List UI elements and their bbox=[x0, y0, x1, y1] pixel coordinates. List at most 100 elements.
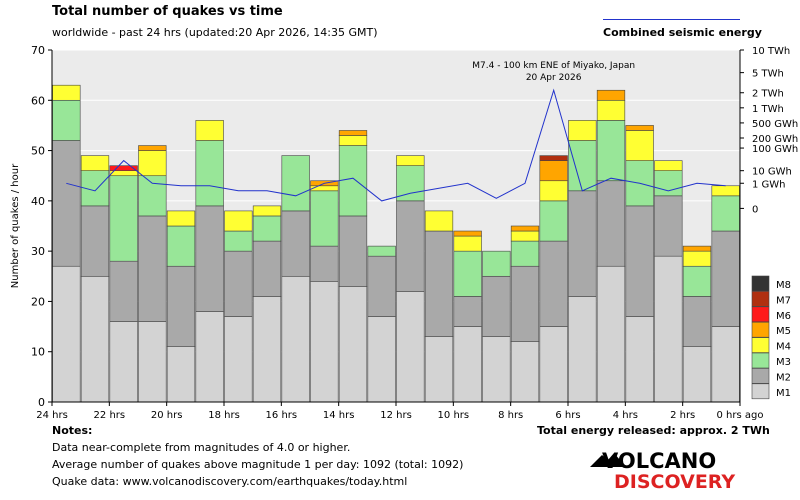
legend-swatch-m8 bbox=[751, 275, 770, 292]
bar-m1 bbox=[424, 336, 454, 403]
volcanodiscovery-logo[interactable]: VOLCANO DISCOVERY bbox=[588, 447, 738, 491]
note-line-2: Average number of quakes above magnitude… bbox=[52, 458, 464, 471]
bar-m2 bbox=[711, 230, 740, 327]
x-tick-label: 16 hrs bbox=[266, 410, 298, 421]
bar-m2 bbox=[281, 210, 310, 277]
bar-m2 bbox=[568, 190, 597, 297]
y-tick-label: 0 bbox=[38, 396, 45, 409]
legend-swatch-m4 bbox=[751, 337, 770, 353]
bar-m4 bbox=[338, 135, 368, 146]
bar-m3 bbox=[510, 240, 540, 267]
annotation-line-2: 20 Apr 2026 bbox=[526, 73, 582, 83]
bar-m4 bbox=[138, 150, 167, 177]
legend-label-m8: M8 bbox=[776, 280, 791, 291]
bar-m2 bbox=[224, 250, 253, 317]
bar-m4 bbox=[224, 210, 253, 232]
bar-m5 bbox=[625, 125, 654, 131]
y-tick-label: 20 bbox=[31, 295, 45, 308]
y-tick-label: 30 bbox=[31, 245, 45, 258]
bar-m1 bbox=[252, 296, 282, 403]
legend-swatch-m3 bbox=[751, 352, 770, 369]
bar-m2 bbox=[682, 296, 712, 347]
bar-m1 bbox=[453, 326, 482, 403]
annotation-line-1: M7.4 - 100 km ENE of Miyako, Japan bbox=[472, 61, 635, 71]
bar-m1 bbox=[109, 321, 138, 403]
bar-m4 bbox=[510, 230, 540, 242]
bar-m6 bbox=[109, 165, 138, 171]
total-energy: Total energy released: approx. 2 TWh bbox=[537, 424, 770, 437]
y-axis-label: Number of quakes / hour bbox=[10, 163, 21, 288]
bar-m3 bbox=[711, 195, 740, 232]
bar-m1 bbox=[224, 316, 253, 403]
bar-m3 bbox=[453, 250, 482, 297]
bar-m2 bbox=[539, 240, 568, 327]
bar-m4 bbox=[568, 120, 597, 141]
bar-m4 bbox=[310, 185, 339, 192]
x-tick-label: 4 hrs bbox=[613, 410, 638, 421]
bar-m1 bbox=[396, 291, 425, 403]
bar-m1 bbox=[80, 275, 110, 403]
bar-m3 bbox=[654, 170, 683, 197]
bar-m2 bbox=[453, 296, 482, 327]
x-tick-label: 6 hrs bbox=[555, 410, 580, 421]
y-tick-label: 60 bbox=[31, 94, 45, 107]
bar-m2 bbox=[138, 215, 167, 322]
bar-m1 bbox=[338, 286, 368, 403]
bar-m4 bbox=[539, 180, 568, 202]
bar-m1 bbox=[482, 336, 511, 403]
bar-m1 bbox=[281, 275, 310, 403]
bar-m2 bbox=[80, 205, 110, 277]
bar-m1 bbox=[654, 255, 683, 403]
bar-m4 bbox=[711, 185, 740, 197]
logo-text-discovery: DISCOVERY bbox=[614, 471, 735, 491]
chart-subtitle: worldwide - past 24 hrs (updated:20 Apr … bbox=[52, 26, 378, 39]
bar-m3 bbox=[310, 190, 339, 247]
x-tick-label: 22 hrs bbox=[94, 410, 126, 421]
energy-line bbox=[66, 88, 726, 202]
bar-m1 bbox=[682, 346, 712, 403]
bar-m1 bbox=[539, 326, 568, 403]
legend-swatch-m6 bbox=[751, 306, 770, 323]
note-line-3: Quake data: www.volcanodiscovery.com/ear… bbox=[52, 475, 408, 488]
bar-m4 bbox=[682, 250, 712, 267]
energy-legend-line bbox=[603, 19, 740, 20]
bar-m7 bbox=[539, 155, 568, 161]
bar-m4 bbox=[166, 210, 196, 227]
bar-m3 bbox=[596, 120, 626, 182]
bar-m3 bbox=[224, 230, 253, 252]
plot-area bbox=[52, 50, 740, 402]
bar-m5 bbox=[596, 89, 626, 101]
bar-m1 bbox=[310, 281, 339, 403]
energy-tick-label: 10 TWh bbox=[752, 46, 790, 57]
bar-m3 bbox=[396, 165, 425, 202]
bar-m1 bbox=[138, 321, 167, 403]
legend-label-m1: M1 bbox=[776, 388, 791, 399]
bar-m4 bbox=[654, 160, 683, 171]
bar-m4 bbox=[596, 99, 626, 121]
y-tick-label: 40 bbox=[31, 195, 45, 208]
bar-m1 bbox=[195, 311, 224, 403]
bar-m2 bbox=[510, 265, 540, 342]
note-line-1: Data near-complete from magnitudes of 4.… bbox=[52, 441, 351, 454]
bar-m3 bbox=[252, 215, 282, 242]
energy-tick-label: 10 GWh bbox=[752, 167, 792, 178]
energy-tick-label: 100 GWh bbox=[752, 144, 798, 155]
bar-m2 bbox=[396, 200, 425, 292]
bar-m4 bbox=[52, 84, 81, 101]
legend-swatch-m7 bbox=[751, 291, 770, 307]
energy-tick-label: 0 bbox=[752, 204, 758, 215]
bar-m5 bbox=[539, 160, 568, 182]
x-tick-label: 8 hrs bbox=[498, 410, 523, 421]
bar-m3 bbox=[682, 265, 712, 297]
bar-m2 bbox=[596, 180, 626, 267]
energy-tick-label: 500 GWh bbox=[752, 119, 798, 130]
bar-m3 bbox=[568, 140, 597, 192]
bar-m5 bbox=[138, 145, 167, 151]
x-tick-label: 12 hrs bbox=[380, 410, 412, 421]
bar-m5 bbox=[682, 245, 712, 252]
bar-m3 bbox=[367, 245, 396, 257]
bar-m3 bbox=[166, 225, 196, 267]
chart-title: Total number of quakes vs time bbox=[52, 4, 283, 19]
bar-m3 bbox=[482, 250, 511, 277]
bar-m2 bbox=[109, 260, 138, 322]
